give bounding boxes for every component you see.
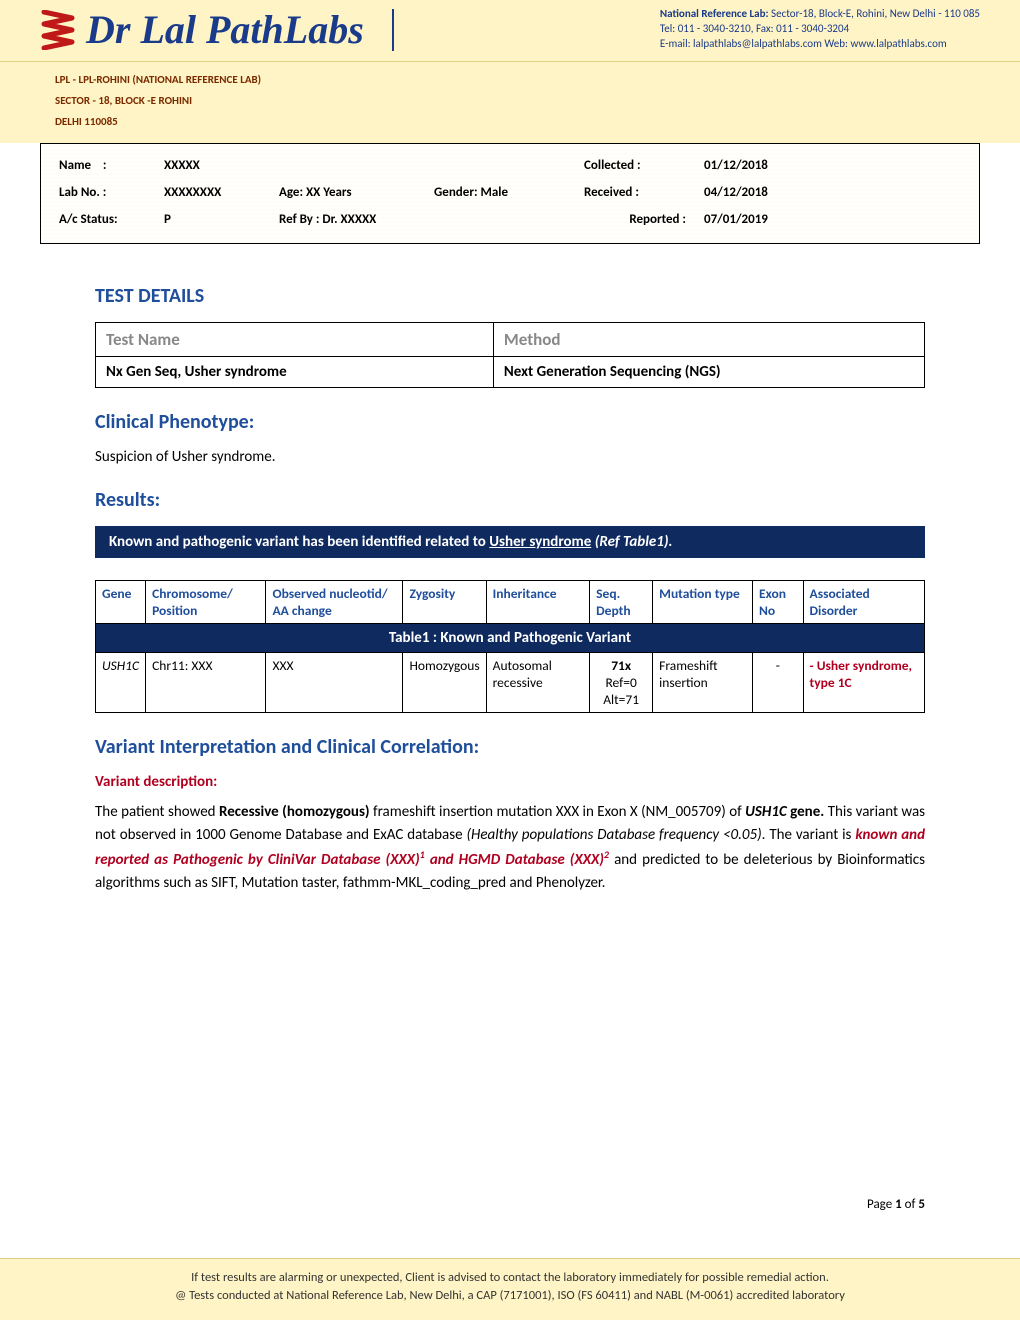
- interpretation-paragraph: The patient showed Recessive (homozygous…: [95, 801, 925, 896]
- label-labno: Lab No. :: [59, 185, 164, 200]
- phenotype-text: Suspicion of Usher syndrome.: [95, 448, 925, 466]
- value-age: Age: XX Years: [279, 185, 434, 200]
- seq-depth-bold: 71x: [596, 657, 646, 674]
- value-ac: P: [164, 212, 279, 227]
- header-band: Dr Lal PathLabs National Reference Lab: …: [0, 0, 1020, 62]
- lab-address-line2: SECTOR - 18, BLOCK -E ROHINI: [55, 91, 965, 112]
- logo-area: Dr Lal PathLabs: [40, 6, 412, 53]
- footer-line2: @ Tests conducted at National Reference …: [30, 1287, 990, 1306]
- label-ac: A/c Status:: [59, 212, 164, 227]
- th-mutation: Mutation type: [653, 580, 753, 623]
- th-test-name: Test Name: [96, 322, 494, 356]
- result-post: (Ref Table1).: [591, 533, 672, 551]
- seq-ref: Ref=0: [596, 674, 646, 691]
- th-exon: Exon No: [752, 580, 803, 623]
- th-seq: Seq. Depth: [590, 580, 653, 623]
- footer-line1: If test results are alarming or unexpect…: [30, 1269, 990, 1288]
- section-results: Results:: [95, 488, 925, 512]
- th-method: Method: [493, 322, 924, 356]
- result-pre: Known and pathogenic variant has been id…: [109, 533, 489, 551]
- value-collected: 01/12/2018: [704, 158, 824, 173]
- lab-address-line1: LPL - LPL-ROHINI (NATIONAL REFERENCE LAB…: [55, 70, 965, 91]
- result-summary-band: Known and pathogenic variant has been id…: [95, 526, 925, 558]
- section-test-details: TEST DETAILS: [95, 284, 925, 308]
- lab-address-line3: DELHI 110085: [55, 112, 965, 133]
- tel-line: Tel: 011 - 3040-3210, Fax: 011 - 3040-32…: [660, 22, 980, 37]
- section-interpretation: Variant Interpretation and Clinical Corr…: [95, 735, 925, 759]
- test-details-table: Test Name Method Nx Gen Seq, Usher syndr…: [95, 322, 925, 388]
- td-seq: 71x Ref=0 Alt=71: [590, 652, 653, 712]
- value-labno: XXXXXXXX: [164, 185, 279, 200]
- header-contact: National Reference Lab: Sector-18, Block…: [660, 7, 980, 52]
- td-chrom: Chr11: XXX: [146, 652, 266, 712]
- patient-info-box: Name : XXXXX Collected : 01/12/2018 Lab …: [40, 143, 980, 244]
- variant-description-title: Variant description:: [95, 773, 925, 791]
- td-zygosity: Homozygous: [403, 652, 486, 712]
- header-divider: [392, 9, 394, 51]
- td-gene: USH1C: [96, 652, 146, 712]
- patient-row-1: Name : XXXXX Collected : 01/12/2018: [59, 152, 961, 179]
- value-refby: Ref By : Dr. XXXXX: [279, 212, 584, 227]
- label-received: Received :: [584, 185, 704, 200]
- ref-lab-line: Sector-18, Block-E, Rohini, New Delhi - …: [771, 7, 980, 20]
- label-reported: Reported :: [584, 212, 704, 227]
- patient-row-2: Lab No. : XXXXXXXX Age: XX Years Gender:…: [59, 179, 961, 206]
- section-clinical-phenotype: Clinical Phenotype:: [95, 410, 925, 434]
- value-name: XXXXX: [164, 158, 279, 173]
- seq-alt: Alt=71: [596, 691, 646, 708]
- logo-icon: [40, 10, 76, 50]
- td-inheritance: Autosomal recessive: [486, 652, 590, 712]
- td-mutation: Frameshift insertion: [653, 652, 753, 712]
- page-footer: If test results are alarming or unexpect…: [0, 1258, 1020, 1320]
- th-assoc: Associated Disorder: [803, 580, 924, 623]
- patient-row-3: A/c Status: P Ref By : Dr. XXXXX Reporte…: [59, 206, 961, 233]
- label-name: Name :: [59, 158, 164, 173]
- th-gene: Gene: [96, 580, 146, 623]
- value-reported: 07/01/2019: [704, 212, 824, 227]
- value-received: 04/12/2018: [704, 185, 824, 200]
- th-inheritance: Inheritance: [486, 580, 590, 623]
- td-test-name: Nx Gen Seq, Usher syndrome: [96, 356, 494, 387]
- variant-table: Table1 : Known and Pathogenic Variant Ge…: [95, 580, 925, 713]
- td-method: Next Generation Sequencing (NGS): [493, 356, 924, 387]
- td-assoc: - Usher syndrome, type 1C: [803, 652, 924, 712]
- label-collected: Collected :: [584, 158, 704, 173]
- th-chrom: Chromosome/ Position: [146, 580, 266, 623]
- page-number: Page 1 of 5: [867, 1197, 925, 1212]
- td-exon: -: [752, 652, 803, 712]
- variant-data-row: USH1C Chr11: XXX XXX Homozygous Autosoma…: [96, 652, 925, 712]
- report-content: TEST DETAILS Test Name Method Nx Gen Seq…: [0, 244, 1020, 896]
- th-zygosity: Zygosity: [403, 580, 486, 623]
- td-observed: XXX: [266, 652, 403, 712]
- email-line: E-mail: lalpathlabs@lalpathlabs.com Web:…: [660, 37, 980, 52]
- table-row: Nx Gen Seq, Usher syndrome Next Generati…: [96, 356, 925, 387]
- th-observed: Observed nucleotid/ AA change: [266, 580, 403, 623]
- value-gender: Gender: Male: [434, 185, 584, 200]
- lab-address: LPL - LPL-ROHINI (NATIONAL REFERENCE LAB…: [0, 62, 1020, 143]
- variant-caption: Table1 : Known and Pathogenic Variant: [96, 623, 925, 652]
- logo-text: Dr Lal PathLabs: [86, 6, 364, 53]
- result-underline: Usher syndrome: [489, 533, 591, 551]
- variant-header-row: Gene Chromosome/ Position Observed nucle…: [96, 580, 925, 623]
